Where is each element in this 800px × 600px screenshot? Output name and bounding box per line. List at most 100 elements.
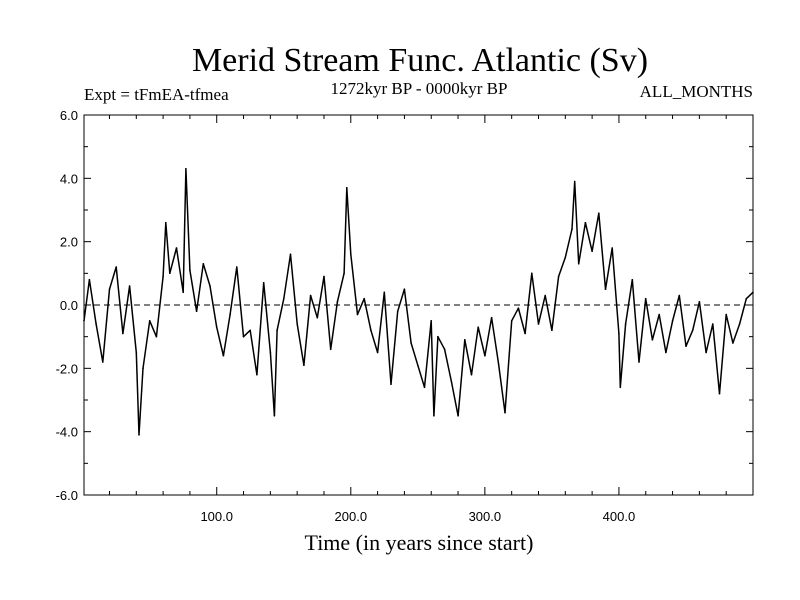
data-point [336, 301, 339, 303]
x-axis-label: Time (in years since start) [305, 530, 534, 555]
data-point [510, 320, 513, 322]
data-point [155, 335, 158, 338]
data-point [256, 373, 258, 376]
data-point [698, 301, 701, 303]
data-point [517, 307, 520, 310]
data-point [138, 434, 140, 436]
data-point [685, 345, 687, 348]
y-tick-label: -6.0 [56, 488, 78, 503]
data-point [457, 415, 459, 417]
data-point [524, 332, 526, 335]
data-point [383, 291, 386, 294]
data-point [573, 180, 576, 183]
data-point [209, 285, 211, 287]
data-point [390, 383, 392, 386]
x-tick-label: 400.0 [603, 509, 636, 524]
data-point [738, 323, 741, 325]
data-point [88, 278, 91, 281]
data-point [631, 278, 634, 281]
data-point [276, 329, 278, 332]
data-point [410, 342, 412, 344]
x-tick-label: 300.0 [469, 509, 502, 524]
data-point [329, 348, 332, 351]
data-point [403, 288, 406, 291]
data-point [745, 297, 748, 300]
data-point [128, 285, 131, 287]
data-point [283, 297, 285, 300]
y-tick-label: 6.0 [60, 108, 78, 123]
data-point [712, 323, 714, 325]
data-point [678, 294, 681, 297]
data-point [725, 313, 727, 316]
data-point [497, 361, 500, 363]
data-point [665, 351, 667, 354]
data-point [651, 339, 654, 341]
data-point [102, 361, 104, 363]
data-point [584, 221, 587, 224]
data-point [658, 313, 660, 316]
data-point [142, 367, 144, 370]
y-tick-label: 0.0 [60, 298, 78, 313]
data-point [249, 329, 251, 332]
data-point [531, 272, 533, 275]
data-point [396, 310, 399, 313]
season-label: ALL_MONTHS [640, 82, 753, 101]
data-point [309, 294, 312, 297]
data-point [273, 415, 276, 417]
data-point [544, 294, 546, 297]
data-point [598, 212, 600, 214]
data-point [564, 256, 567, 259]
data-point [346, 187, 348, 189]
data-point [376, 351, 379, 354]
data-point [423, 386, 426, 389]
data-point [323, 275, 325, 278]
data-point [303, 364, 305, 367]
data-point [611, 247, 613, 249]
data-point [236, 266, 238, 268]
data-point [477, 326, 480, 329]
data-point [189, 269, 191, 272]
data-point [175, 247, 178, 249]
data-point [185, 168, 187, 170]
data-point [202, 263, 205, 265]
experiment-label: Expt = tFmEA-tfmea [84, 85, 229, 104]
data-point [296, 323, 299, 325]
data-point [182, 291, 184, 294]
data-point [705, 351, 707, 354]
data-point [165, 221, 167, 224]
data-point [591, 250, 593, 252]
data-point [148, 320, 151, 322]
chart-title: Merid Stream Func. Atlantic (Sv) [192, 42, 648, 79]
y-tick-label: 4.0 [60, 171, 78, 186]
data-point [691, 329, 694, 332]
data-point [537, 323, 540, 325]
data-point [638, 361, 640, 363]
data-point [122, 332, 124, 335]
data-point [557, 275, 560, 278]
data-point [343, 272, 345, 275]
data-point [671, 320, 674, 322]
data-point [417, 364, 419, 367]
data-point [619, 386, 622, 389]
y-tick-label: 2.0 [60, 235, 78, 250]
x-tick-label: 100.0 [200, 509, 233, 524]
data-point [370, 329, 372, 332]
data-point [83, 320, 85, 322]
data-point [316, 316, 319, 319]
data-point [108, 288, 111, 291]
data-point [269, 351, 272, 354]
data-point [289, 253, 292, 256]
data-point [450, 380, 453, 382]
data-point [356, 313, 359, 316]
data-point [433, 415, 435, 417]
data-point [222, 354, 225, 357]
data-point [718, 392, 721, 395]
data-point [571, 228, 573, 230]
data-point [618, 332, 620, 335]
data-point [162, 275, 164, 278]
series-line [83, 168, 754, 436]
data-point [577, 263, 580, 265]
data-point [195, 310, 198, 313]
data-point [242, 335, 245, 338]
